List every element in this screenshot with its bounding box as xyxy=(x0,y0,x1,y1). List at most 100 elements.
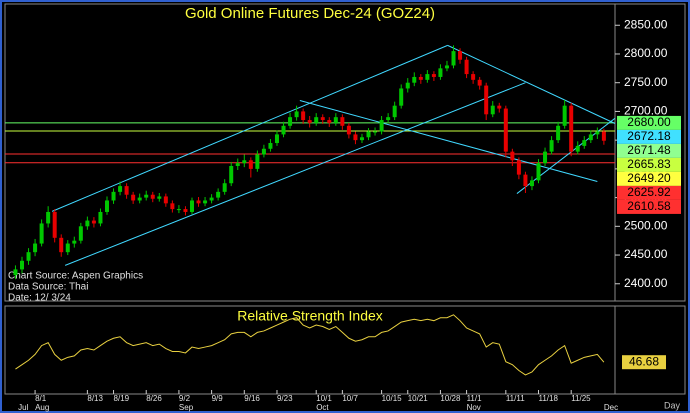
candle-body xyxy=(353,134,358,141)
candle-body xyxy=(516,160,521,175)
level-label-box xyxy=(617,199,681,214)
candle-body xyxy=(39,223,44,244)
candle-body xyxy=(124,186,129,195)
x-tick-label: 11/25 xyxy=(571,394,591,403)
candle-body xyxy=(425,74,430,80)
candle-body xyxy=(98,211,103,224)
candle-body xyxy=(91,220,96,224)
candle-body xyxy=(163,196,168,204)
candle-body xyxy=(431,74,436,77)
candle-body xyxy=(497,105,502,109)
y-tick-label: 2850.00 xyxy=(624,17,668,31)
trendline xyxy=(51,44,448,212)
candle-body xyxy=(536,163,541,181)
note: Data Source: Thai xyxy=(8,282,88,293)
x-tick-label: 10/1 xyxy=(316,394,332,403)
x-tick-label: 8/26 xyxy=(146,394,162,403)
candle-body xyxy=(157,196,162,199)
candle-body xyxy=(588,134,593,141)
x-tick-label: 9/23 xyxy=(277,394,293,403)
candle-body xyxy=(366,131,371,138)
candle-body xyxy=(203,200,208,204)
candle-body xyxy=(118,186,123,192)
candle-body xyxy=(52,211,57,238)
level-label: 2671.48 xyxy=(627,143,671,157)
y-tick-label: 2750.00 xyxy=(624,75,668,89)
candle-body xyxy=(196,200,201,204)
candle-body xyxy=(216,191,221,198)
candle-body xyxy=(386,117,391,121)
level-label: 2680.00 xyxy=(627,115,671,129)
candle-body xyxy=(373,131,378,133)
rsi-value-label: 46.68 xyxy=(629,354,659,368)
y-tick-label: 2500.00 xyxy=(624,218,668,232)
rsi-line xyxy=(15,314,605,376)
candle-body xyxy=(183,209,188,212)
candle-body xyxy=(582,140,587,146)
candle-body xyxy=(510,151,515,161)
candle-body xyxy=(46,211,51,224)
x-tick-label: 10/7 xyxy=(342,394,358,403)
candle-body xyxy=(72,240,77,244)
note: Chart Source: Aspen Graphics xyxy=(8,271,143,282)
candle-body xyxy=(549,140,554,152)
level-label: 2610.58 xyxy=(627,199,671,213)
candle-body xyxy=(78,226,83,241)
candle-body xyxy=(242,160,247,164)
candle-body xyxy=(111,191,116,201)
candle-body xyxy=(327,120,332,123)
x-tick-label: 11/11 xyxy=(506,394,525,403)
candle-body xyxy=(477,79,482,86)
trendline xyxy=(299,100,598,182)
candle-body xyxy=(529,180,534,187)
candle-body xyxy=(392,105,397,118)
candle-body xyxy=(209,197,214,201)
y-tick-label: 2800.00 xyxy=(624,46,668,60)
level-label-box xyxy=(617,157,681,172)
x-tick-label: 9/9 xyxy=(212,394,224,403)
month-label: Oct xyxy=(316,403,329,412)
candle-body xyxy=(471,74,476,80)
x-tick-label: 11/1 xyxy=(467,394,483,403)
candle-body xyxy=(464,59,469,75)
candle-body xyxy=(451,51,456,66)
month-label: Nov xyxy=(467,403,481,412)
candle-body xyxy=(543,151,548,164)
candle-body xyxy=(484,85,489,115)
candle-body xyxy=(19,260,24,270)
candle-body xyxy=(65,243,70,253)
candle-body xyxy=(144,194,149,198)
rsi-axis-panel xyxy=(614,305,686,395)
level-label-box xyxy=(617,115,681,130)
trendline xyxy=(447,44,616,124)
candle-body xyxy=(301,111,306,121)
candle-body xyxy=(248,160,253,169)
candle-body xyxy=(314,117,319,123)
price-panel xyxy=(4,3,616,302)
rsi-value-box xyxy=(622,355,666,370)
candle-body xyxy=(595,131,600,135)
x-axis-label: Day xyxy=(664,400,681,410)
candle-body xyxy=(170,203,175,210)
candle-body xyxy=(575,145,580,152)
candle-body xyxy=(444,65,449,69)
candle-body xyxy=(562,105,567,126)
candle-body xyxy=(176,209,181,211)
candle-body xyxy=(379,120,384,132)
candle-body xyxy=(418,76,423,80)
candle-body xyxy=(261,148,266,155)
note: Date: 12/ 3/24 xyxy=(8,293,71,304)
level-label: 2665.83 xyxy=(627,157,671,171)
y-tick-label: 2450.00 xyxy=(624,247,668,261)
candle-body xyxy=(569,105,574,152)
candle-body xyxy=(405,82,410,89)
chart-title: Gold Online Futures Dec-24 (GOZ24) xyxy=(185,5,435,22)
candle-body xyxy=(131,194,136,201)
candle-body xyxy=(235,163,240,166)
candle-body xyxy=(503,108,508,152)
candle-body xyxy=(59,237,64,253)
candle-body xyxy=(33,243,38,253)
x-tick-label: 8/1 xyxy=(35,394,47,403)
candle-body xyxy=(523,174,528,187)
